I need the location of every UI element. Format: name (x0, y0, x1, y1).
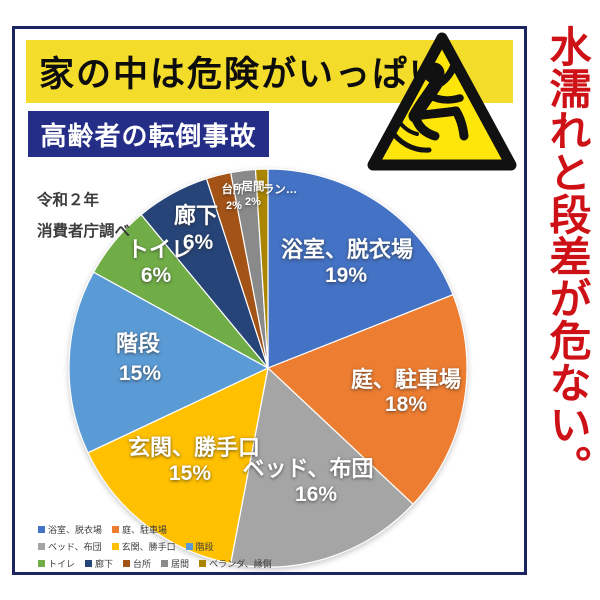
legend-item: 階段 (185, 540, 214, 553)
pie-slice-4 (68, 271, 269, 454)
legend-item: ベランダ、縁側 (199, 557, 272, 570)
legend-label: 台所 (133, 559, 152, 569)
legend-row-0: 浴室、脱衣場 庭、駐車場 (38, 521, 272, 538)
source-note-line1: 令和２年 (37, 192, 100, 209)
legend-swatch-icon (38, 560, 45, 567)
legend-swatch-icon (185, 543, 193, 550)
slip-warning-icon (367, 32, 517, 171)
chart-legend: 浴室、脱衣場 庭、駐車場ベッド、布団 玄関、勝手口 階段トイレ 廊下 台所 居間 ベランダ、縁… (38, 521, 272, 572)
legend-row-2: トイレ 廊下 台所 居間 ベランダ、縁側 (38, 555, 272, 572)
legend-item: 玄関、勝手口 (111, 540, 176, 553)
subtitle-banner: 高齢者の転倒事故 (28, 111, 269, 157)
legend-item: 庭、駐車場 (112, 523, 167, 536)
pie-slice-9 (254, 168, 269, 369)
legend-label: 階段 (195, 542, 214, 552)
legend-label: ベランダ、縁側 (209, 559, 272, 569)
legend-swatch-icon (161, 560, 169, 567)
pie-slice-1 (267, 294, 468, 505)
legend-label: ベッド、布団 (48, 542, 102, 552)
legend-item: 台所 (123, 557, 151, 570)
pie-slice-2 (230, 367, 414, 568)
legend-swatch-icon (123, 560, 131, 567)
legend-label: トイレ (48, 559, 76, 569)
legend-swatch-icon (111, 543, 119, 550)
legend-item: 廊下 (85, 557, 113, 570)
legend-item: トイレ (38, 557, 75, 570)
legend-item: 浴室、脱衣場 (38, 523, 102, 536)
legend-item: ベッド、布団 (38, 540, 102, 553)
pie-slice-3 (87, 367, 269, 565)
legend-swatch-icon (199, 560, 207, 567)
legend-swatch-icon (112, 526, 120, 533)
legend-swatch-icon (85, 560, 93, 567)
pie-chart (68, 168, 468, 568)
source-note-line2: 消費者庁調べ (37, 223, 131, 240)
side-vertical-note: 水濡れと段差が危ない。 (544, 25, 591, 487)
source-note: 令和２年 消費者庁調べ (37, 185, 130, 247)
legend-label: 玄関、勝手口 (121, 542, 176, 552)
legend-item: 居間 (161, 557, 189, 570)
page-subtitle: 高齢者の転倒事故 (40, 120, 257, 151)
pie-slice-0 (267, 168, 454, 369)
legend-swatch-icon (38, 526, 45, 533)
legend-label: 居間 (171, 559, 190, 569)
slipping-person-glyph (387, 59, 469, 153)
legend-swatch-icon (38, 543, 45, 550)
page-title: 家の中は危険がいっぱい (39, 55, 447, 94)
legend-label: 廊下 (95, 559, 114, 569)
legend-label: 浴室、脱衣場 (48, 525, 103, 535)
legend-row-1: ベッド、布団 玄関、勝手口 階段 (38, 538, 272, 555)
legend-label: 庭、駐車場 (122, 525, 168, 535)
